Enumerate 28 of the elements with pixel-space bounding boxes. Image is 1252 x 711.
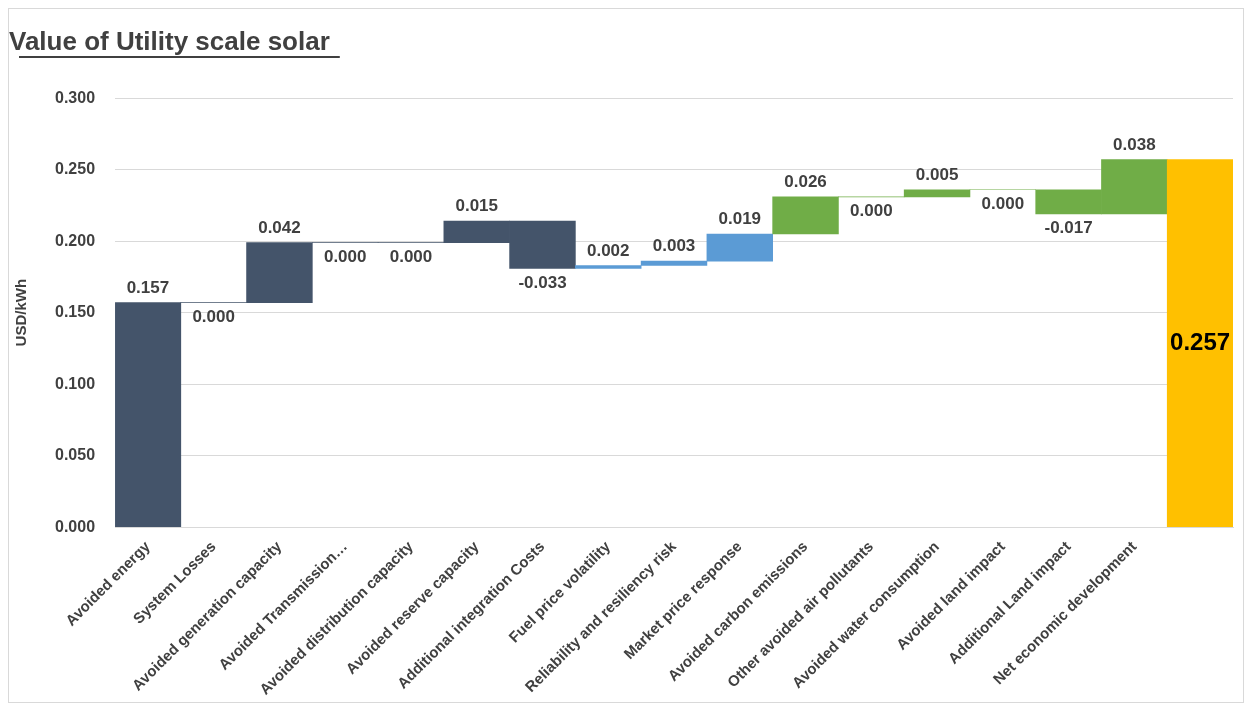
bar [1166,159,1233,527]
y-tick-label: 0.150 [54,303,96,321]
data-label: 0.000 [323,246,367,266]
data-label: 0.042 [258,217,301,237]
data-label: -0.033 [518,272,567,292]
data-label: 0.002 [586,240,630,260]
data-label: 0.000 [192,306,235,326]
y-tick-label: 0.250 [54,160,96,178]
data-label: 0.015 [455,196,499,216]
data-label: 0.257 [1170,328,1231,356]
data-label: 0.003 [652,236,696,256]
bar [772,196,839,235]
y-tick-label: 0.050 [54,446,96,464]
data-label: 0.005 [915,164,959,184]
data-label: 0.000 [981,193,1025,213]
data-label: 0.000 [850,201,893,221]
y-tick-label: 0.300 [54,88,96,106]
y-axis-title: USD/kWh [12,278,30,347]
data-label: 0.026 [784,172,827,192]
y-tick-label: 0.200 [54,231,96,249]
y-tick-label: 0.000 [54,517,96,535]
y-tick-label: 0.100 [54,374,96,392]
data-label: 0.019 [718,209,762,229]
data-label: 0.000 [389,246,433,266]
chart-title: Value of Utility scale solar [9,25,330,56]
data-label: -0.017 [1044,218,1093,238]
data-label: 0.038 [1113,134,1156,154]
data-label: 0.157 [126,277,170,297]
